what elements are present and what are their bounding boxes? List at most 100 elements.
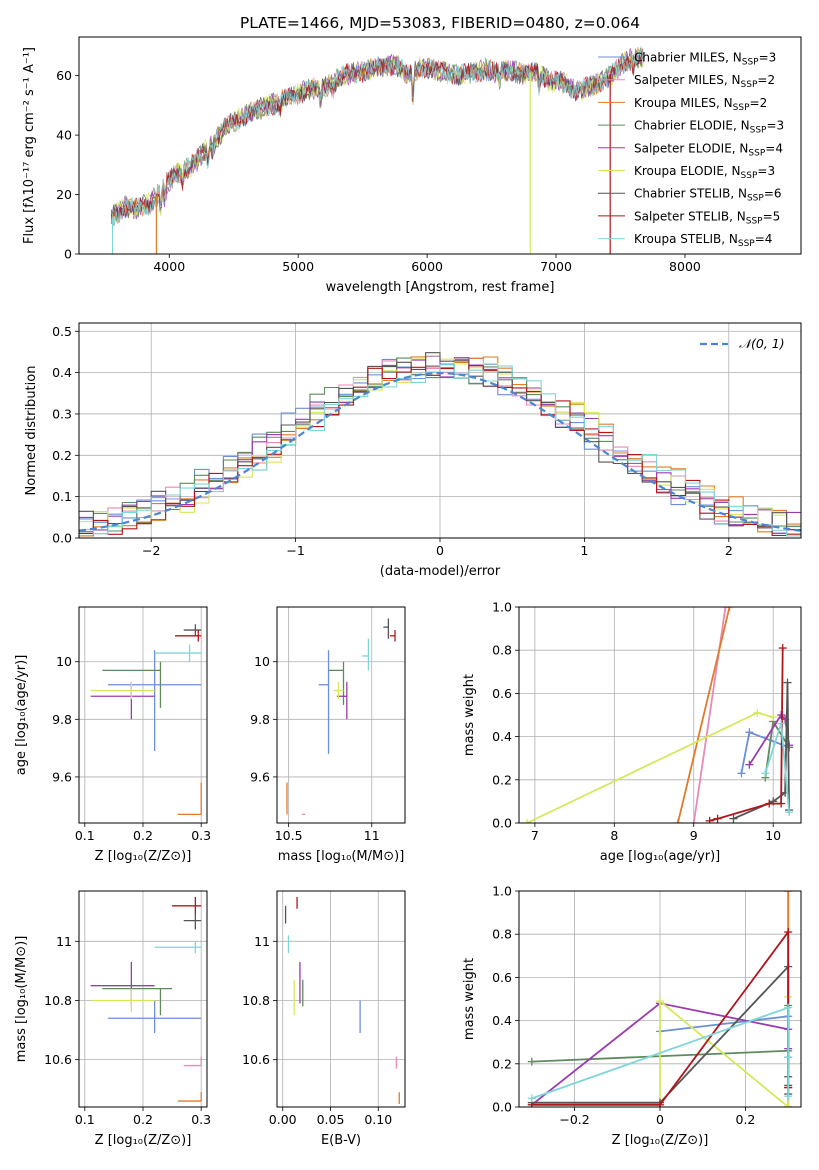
mass-age-plot-area xyxy=(286,618,396,816)
legend-entry-suffix: =2 xyxy=(750,96,768,110)
errorbar-point xyxy=(154,644,202,662)
errorbar-point xyxy=(361,638,370,671)
y-tick-label: 0.0 xyxy=(492,1100,512,1115)
Z-mass-plot-area xyxy=(90,896,202,1102)
y-tick-label: 0.2 xyxy=(492,772,512,787)
massweight-line xyxy=(677,607,731,823)
mass-age-panel: 10.5 11 9.6 9.8 10 mass [log₁₀(M/M⊙)] xyxy=(250,606,406,864)
massweight-marker xyxy=(784,891,793,895)
massweight-marker xyxy=(522,819,531,823)
y-axis-label: mass weight xyxy=(462,958,477,1040)
y-tick-label: 0.6 xyxy=(492,970,512,985)
y-tick-label: 10 xyxy=(56,654,72,669)
legend-entry-subscript: SSP xyxy=(748,148,765,158)
y-axis-label: mass weight xyxy=(462,674,477,756)
Z-massweight-panel: −0.2 0 0.2 0.0 0.2 0.4 0.6 0.8 1.0 Z [log₁₀(Z/Z⊙)… xyxy=(462,884,802,1148)
x-tick-label: 5000 xyxy=(282,259,314,274)
ebv-mass-panel: 0.00 0.05 0.10 10.6 10.8 11 E(B-V) xyxy=(242,890,406,1148)
massweight-marker xyxy=(689,819,698,823)
massweight-marker xyxy=(673,819,682,823)
x-tick-label: 8000 xyxy=(669,259,701,274)
age-massweight-plot-area xyxy=(522,607,794,823)
legend-entry-label: Salpeter STELIB, N xyxy=(634,209,746,223)
residuals-plot-area xyxy=(79,352,801,537)
x-tick-label: 7000 xyxy=(540,259,572,274)
y-tick-label: 11 xyxy=(56,934,72,949)
legend-entry: Chabrier MILES, NSSP=3 xyxy=(634,51,776,68)
spectrum-panel: 4000 5000 6000 7000 8000 0 20 40 60 wavelength [A… xyxy=(22,36,802,295)
legend-entry-suffix: =4 xyxy=(765,141,783,155)
x-tick-label: 7 xyxy=(531,828,539,843)
y-tick-label: 9.8 xyxy=(250,712,270,727)
y-tick-label: 0.4 xyxy=(492,1013,512,1028)
x-tick-label: 10.5 xyxy=(275,828,303,843)
errorbar-point xyxy=(333,681,344,700)
x-axis-label: mass [log₁₀(M/M⊙)] xyxy=(278,849,405,864)
Z-massweight-plot-area xyxy=(527,891,793,1107)
x-tick-label: −1 xyxy=(286,543,304,558)
legend-entry-label: Salpeter MILES, N xyxy=(634,73,741,87)
x-tick-label: 0.2 xyxy=(133,1112,153,1127)
massweight-marker xyxy=(777,719,786,728)
Z-age-panel: 0.1 0.2 0.3 9.6 9.8 10 Z [log₁₀(Z/Z⊙)] age [log… xyxy=(14,606,211,864)
y-tick-label: 0.3 xyxy=(52,406,72,421)
legend-entry: Kroupa MILES, NSSP=2 xyxy=(634,96,767,113)
legend-entry-subscript: SSP xyxy=(741,171,758,181)
y-tick-label: 0.4 xyxy=(52,365,72,380)
legend-entry-label: Chabrier MILES, N xyxy=(634,51,742,65)
x-axis-label: wavelength [Angstrom, rest frame] xyxy=(326,280,555,295)
y-tick-label: 0 xyxy=(64,247,72,262)
x-tick-label: 8 xyxy=(610,828,618,843)
x-axis-label: age [log₁₀(age/yr)] xyxy=(600,849,721,864)
gaussian-curve xyxy=(79,371,801,532)
y-tick-label: 0.0 xyxy=(492,816,512,831)
x-tick-label: 0.1 xyxy=(75,1112,95,1127)
x-tick-label: 9 xyxy=(690,828,698,843)
y-tick-label: 1.0 xyxy=(492,884,512,899)
residuals-panel: −2 −1 0 1 2 0.0 0.1 0.2 0.3 0.4 0.5 (data-model)/er… xyxy=(24,322,802,579)
legend-entry-suffix: =6 xyxy=(764,187,782,201)
y-axis-label: Normed distribution xyxy=(24,366,39,496)
y-tick-label: 0.8 xyxy=(492,927,512,942)
y-tick-label: 20 xyxy=(56,187,72,202)
legend-entry-subscript: SSP xyxy=(747,194,764,204)
x-axis-label: Z [log₁₀(Z/Z⊙)] xyxy=(612,1133,709,1148)
massweight-marker xyxy=(527,1094,536,1103)
legend-entry: Chabrier STELIB, NSSP=6 xyxy=(634,187,782,204)
spectrum-line xyxy=(110,46,644,226)
massweight-marker xyxy=(753,708,762,717)
massweight-marker xyxy=(745,760,754,769)
massweight-marker xyxy=(729,814,738,823)
legend-entry: Kroupa STELIB, NSSP=4 xyxy=(634,232,772,249)
y-tick-label: 10.6 xyxy=(242,1052,270,1067)
x-axis-label: (data-model)/error xyxy=(380,564,501,579)
y-axis-label: age [log₁₀(age/yr)] xyxy=(14,655,29,776)
legend-entry-subscript: SSP xyxy=(741,80,758,90)
errorbar-point xyxy=(183,914,202,930)
errorbar-point xyxy=(177,782,202,816)
errorbar-point xyxy=(183,1056,202,1067)
figure-title: PLATE=1466, MJD=53083, FIBERID=0480, z=0… xyxy=(240,14,640,32)
legend-entry-suffix: =3 xyxy=(759,51,777,65)
y-tick-label: 40 xyxy=(56,128,72,143)
axes-frame xyxy=(276,606,406,824)
legend-entry: Salpeter ELODIE, NSSP=4 xyxy=(634,141,783,158)
errorbar-point xyxy=(175,630,202,642)
axes-frame xyxy=(276,890,406,1108)
massweight-marker xyxy=(656,997,664,1006)
massweight-marker xyxy=(745,728,754,737)
y-tick-label: 0.6 xyxy=(492,686,512,701)
legend-entry-label: Kroupa MILES, N xyxy=(634,96,733,110)
x-tick-label: 1 xyxy=(580,543,588,558)
legend-entry-suffix: =5 xyxy=(763,209,781,223)
errorbar-point xyxy=(177,1092,202,1102)
legend-entry-label: Chabrier STELIB, N xyxy=(634,187,747,201)
x-tick-label: 4000 xyxy=(153,259,185,274)
legend-entry-subscript: SSP xyxy=(742,58,759,68)
legend-entry-label: Chabrier ELODIE, N xyxy=(634,119,750,133)
legend-entry: Kroupa ELODIE, NSSP=3 xyxy=(634,164,775,181)
x-tick-label: 0.3 xyxy=(191,1112,211,1127)
y-tick-label: 0.2 xyxy=(52,448,72,463)
legend-entry-label: Kroupa ELODIE, N xyxy=(634,164,741,178)
massweight-marker xyxy=(713,814,722,823)
